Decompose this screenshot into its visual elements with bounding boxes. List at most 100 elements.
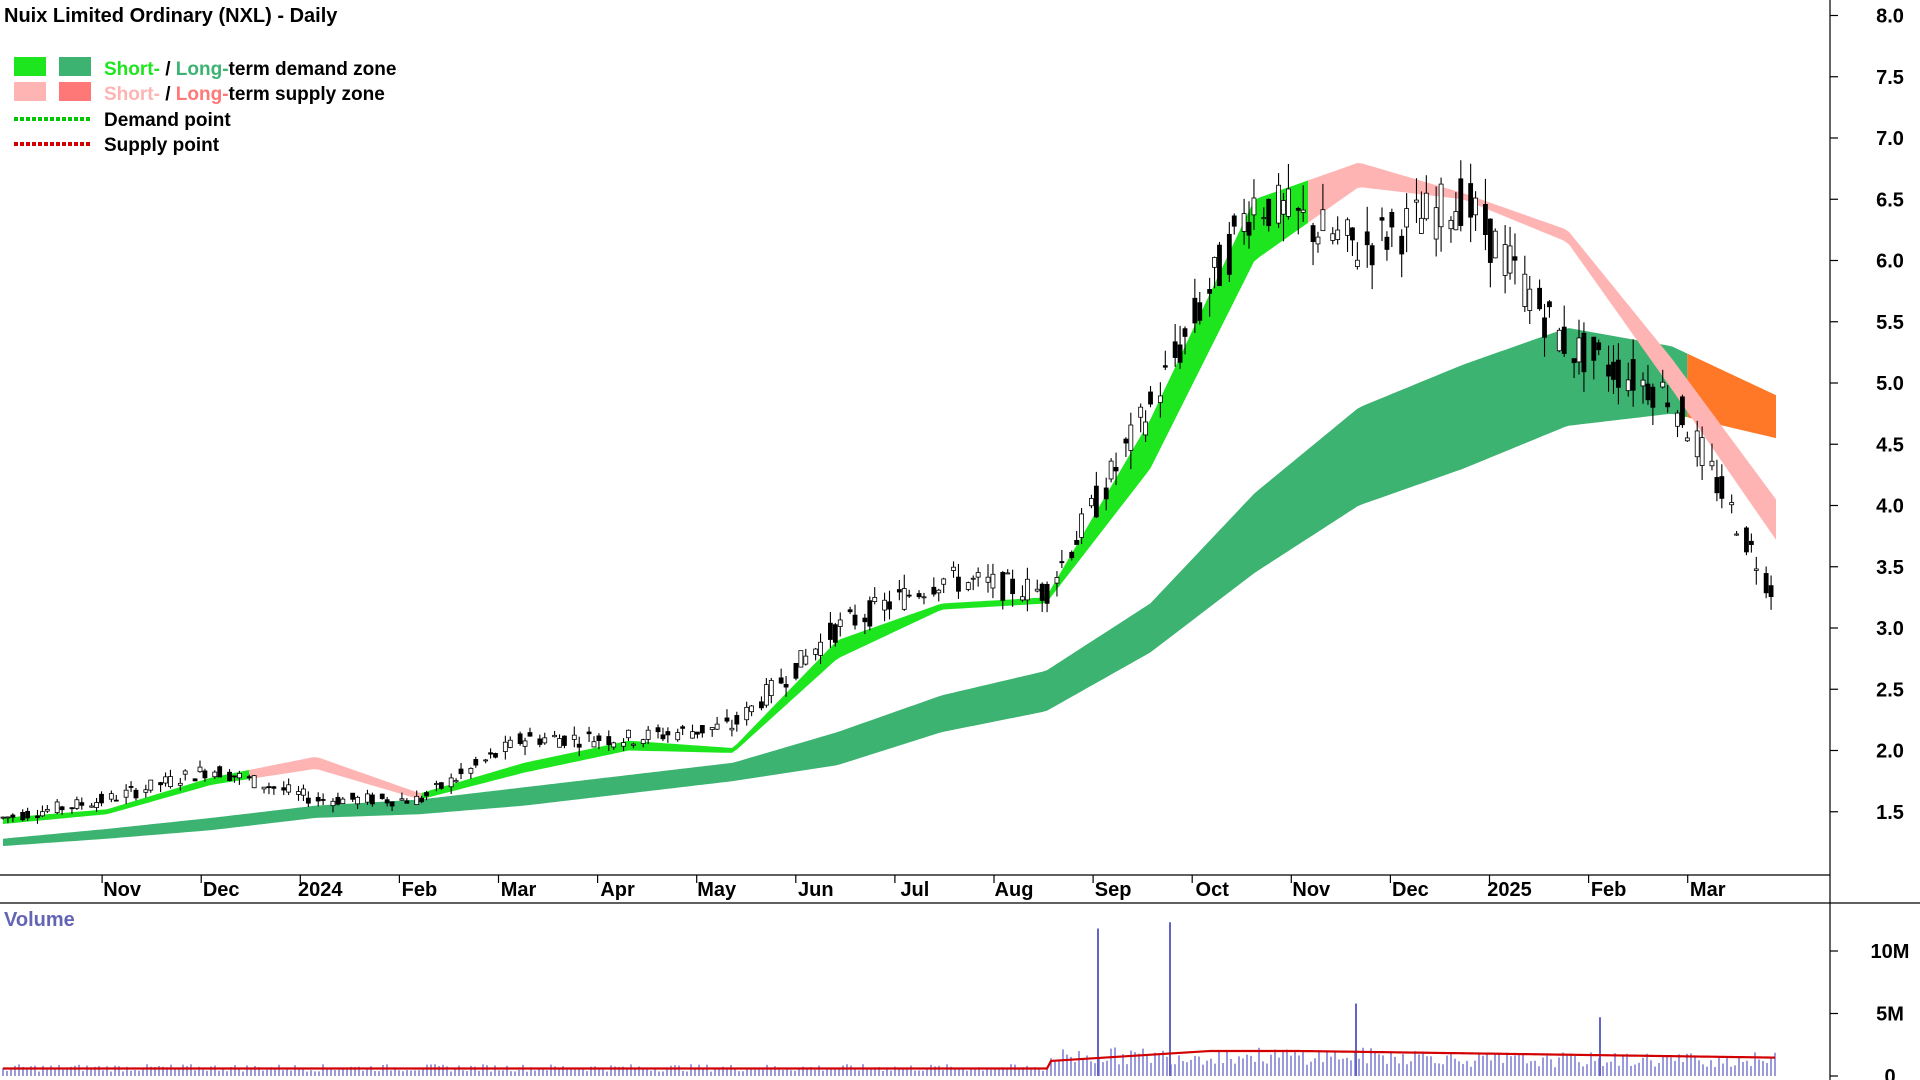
legend: Short- / Long-term demand zone Short- / … xyxy=(14,57,396,156)
candle-body xyxy=(177,782,183,786)
candle-body xyxy=(1251,197,1257,216)
candle-body xyxy=(1645,383,1651,401)
candle-body xyxy=(680,726,686,729)
y-tick-label: 4.5 xyxy=(1876,434,1904,456)
candle-body xyxy=(266,786,272,789)
legend-demand-sep: / xyxy=(160,59,176,80)
candle-body xyxy=(1320,209,1326,232)
legend-demand-point: Demand point xyxy=(104,110,231,131)
candle-body xyxy=(212,771,218,778)
candle-body xyxy=(1438,183,1444,228)
candle-body xyxy=(527,732,533,737)
x-tick-label: Mar xyxy=(1690,879,1726,901)
candle-body xyxy=(1640,379,1646,387)
candle-body xyxy=(148,779,154,791)
candle-body xyxy=(1226,233,1232,275)
candle-body xyxy=(320,799,326,801)
legend-supply-point: Supply point xyxy=(104,135,220,156)
candle-body xyxy=(951,566,956,571)
candle-body xyxy=(537,738,543,745)
candle-body xyxy=(1507,245,1513,274)
candle-body xyxy=(798,650,804,668)
candle-body xyxy=(749,705,754,713)
y-tick-label: 2.5 xyxy=(1876,679,1904,701)
candle-body xyxy=(1069,551,1075,559)
y-tick-label: 5.0 xyxy=(1876,373,1904,395)
candle-body xyxy=(1753,568,1759,571)
candle-body xyxy=(1694,430,1700,458)
candle-body xyxy=(1473,197,1478,216)
candle-body xyxy=(1335,229,1341,240)
candle-body xyxy=(1684,437,1690,442)
candle-body xyxy=(1295,207,1301,211)
candle-body xyxy=(832,624,838,643)
candle-body xyxy=(1576,337,1582,363)
candle-body xyxy=(867,600,873,627)
candle-body xyxy=(990,573,996,589)
legend-swatch-short-supply xyxy=(14,82,46,101)
candle-body xyxy=(1665,402,1671,408)
candle-body xyxy=(379,793,385,799)
y-tick-label: 8.0 xyxy=(1876,6,1904,28)
candle-body xyxy=(768,680,774,697)
candle-body xyxy=(906,594,912,597)
vol-tick-label: 10M xyxy=(1871,941,1910,963)
candlesticks xyxy=(0,160,1774,824)
candle-body xyxy=(621,742,626,747)
candle-body xyxy=(1276,184,1281,224)
candle-body xyxy=(404,800,410,804)
candle-body xyxy=(493,753,498,758)
candle-body xyxy=(1453,211,1459,231)
candle-body xyxy=(79,802,85,806)
vol-tick-label: 5M xyxy=(1876,1004,1904,1026)
x-tick-label: Feb xyxy=(402,879,438,901)
candle-body xyxy=(690,731,695,739)
candle-body xyxy=(631,743,636,746)
candle-body xyxy=(744,706,750,721)
candle-body xyxy=(315,797,321,802)
candle-body xyxy=(862,617,868,623)
candle-body xyxy=(1768,585,1774,598)
candle-body xyxy=(1212,257,1217,268)
candle-body xyxy=(1591,336,1597,361)
candle-body xyxy=(1162,365,1168,368)
candle-body xyxy=(1675,412,1680,427)
candle-body xyxy=(1246,221,1252,236)
candle-body xyxy=(1492,230,1498,259)
candle-body xyxy=(1527,288,1533,311)
price-panel xyxy=(0,160,1776,847)
candle-body xyxy=(1404,208,1410,228)
candle-body xyxy=(1093,485,1099,518)
candle-body xyxy=(1714,477,1720,494)
candle-body xyxy=(1709,460,1715,467)
candle-body xyxy=(414,795,420,806)
candle-body xyxy=(1399,235,1405,255)
x-tick-label: Mar xyxy=(501,879,537,901)
candle-body xyxy=(0,816,6,819)
candle-body xyxy=(305,797,311,804)
candle-body xyxy=(1286,188,1291,217)
candle-body xyxy=(74,799,80,809)
candle-body xyxy=(99,793,104,804)
candle-body xyxy=(1744,527,1749,553)
candle-body xyxy=(1487,218,1493,263)
candle-body xyxy=(507,739,513,748)
candle-body xyxy=(1266,198,1272,227)
candle-body xyxy=(1537,287,1542,310)
candle-body xyxy=(1547,301,1552,308)
candle-body xyxy=(985,576,991,583)
candle-body xyxy=(1763,573,1769,594)
candle-body xyxy=(557,738,562,748)
candle-body xyxy=(40,811,45,817)
x-tick-label: Dec xyxy=(1392,879,1429,901)
candle-body xyxy=(734,715,740,725)
candle-body xyxy=(793,662,799,679)
candle-body xyxy=(975,572,981,578)
candle-body xyxy=(1748,540,1754,545)
candle-body xyxy=(1330,233,1336,241)
candle-body xyxy=(453,780,459,783)
candle-body xyxy=(89,805,95,808)
candle-body xyxy=(158,782,164,786)
candle-body xyxy=(1630,359,1636,391)
candle-body xyxy=(1217,244,1222,287)
